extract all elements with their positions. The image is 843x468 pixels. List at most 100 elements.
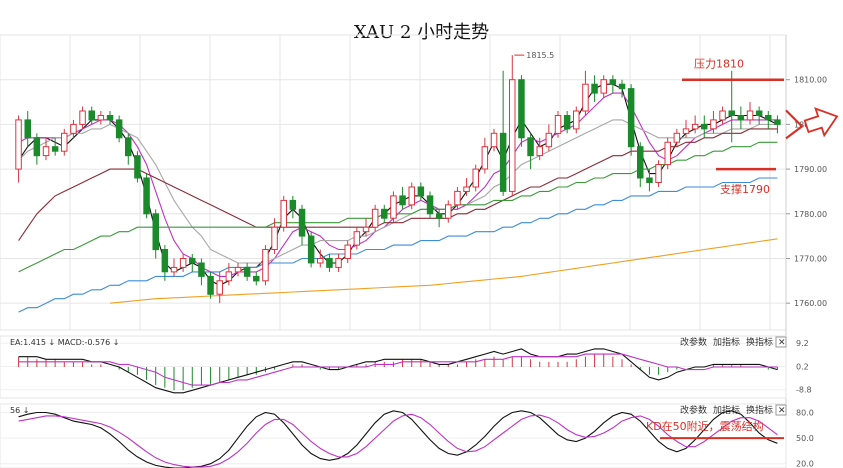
candle-body — [335, 258, 342, 268]
y-tick-label: 1790.00 — [794, 165, 827, 174]
kd-y-tick-label: 80.0 — [796, 409, 814, 418]
candle-body — [637, 146, 644, 179]
candle-body — [536, 146, 543, 157]
candle-body — [152, 213, 159, 251]
candle — [15, 115, 22, 183]
moving-average-line-2 — [18, 92, 778, 277]
support-label: 支撑1790 — [720, 182, 770, 196]
candle — [271, 218, 278, 255]
candle — [454, 186, 461, 210]
candle-body — [225, 271, 233, 282]
candle — [298, 204, 306, 246]
candle-body — [591, 83, 598, 94]
macd-close-icon[interactable]: ✕ — [778, 338, 786, 348]
candle — [545, 124, 553, 152]
chevron-right-icon — [785, 109, 804, 140]
candle — [381, 204, 388, 223]
candle — [234, 262, 242, 277]
candle — [33, 133, 41, 165]
moving-average-lines — [18, 83, 778, 313]
moving-average-line-6 — [18, 177, 778, 313]
candle — [353, 227, 361, 250]
candle — [664, 137, 671, 170]
kd-switch-indicator-button[interactable]: 换指标 — [746, 404, 773, 416]
candle-body — [527, 137, 534, 157]
candle — [189, 254, 196, 272]
kd-close-button[interactable] — [775, 404, 787, 416]
candle-body — [70, 123, 77, 134]
candle-body — [216, 280, 223, 295]
macd-add-indicator-button[interactable]: 加指标 — [713, 336, 740, 348]
candle-body — [262, 249, 269, 282]
candle-body — [143, 177, 150, 215]
candle — [627, 84, 635, 156]
kd-params-button[interactable]: 改参数 — [680, 404, 707, 416]
candle-body — [481, 146, 489, 170]
candle-body — [253, 275, 260, 282]
candle-body — [490, 132, 498, 148]
candle-body — [280, 199, 287, 228]
candle — [335, 254, 342, 272]
candle — [115, 115, 123, 143]
candle-body — [499, 132, 507, 192]
candle — [637, 142, 644, 187]
candle-body — [79, 110, 86, 125]
candle-body — [600, 79, 607, 94]
peak-price-label: 1815.5 — [526, 51, 554, 60]
candle — [326, 254, 333, 272]
candle-body — [691, 123, 699, 130]
candle — [42, 137, 50, 161]
kd-add-indicator-button[interactable]: 加指标 — [713, 404, 740, 416]
candle — [554, 110, 562, 138]
candle-body — [755, 110, 763, 116]
macd-y-tick-label: 9.2 — [796, 339, 809, 348]
candle — [390, 191, 397, 223]
candle — [737, 106, 745, 129]
macd-dif-line — [18, 348, 778, 394]
macd-close-button[interactable] — [775, 336, 787, 348]
candle-body — [682, 128, 690, 134]
candle — [207, 271, 214, 299]
macd-params-button[interactable]: 改参数 — [680, 336, 707, 348]
candle-body — [435, 213, 443, 219]
candle-body — [545, 132, 553, 148]
candle-body — [207, 275, 214, 295]
candle-body — [271, 226, 278, 250]
candle-body — [24, 119, 31, 139]
candle-body — [646, 177, 653, 183]
candlesticks — [15, 55, 781, 304]
candle — [24, 110, 31, 147]
macd-panel: 9.2 0.2 -8.8 EA:1.415 ↓ MACD:-0.576 ↓ 改参数 加指标… — [0, 335, 812, 399]
candle-body — [51, 146, 59, 152]
candle — [88, 106, 95, 125]
y-tick-label: 1760.00 — [794, 299, 827, 308]
candle — [755, 106, 763, 125]
kd-y-tick-label: 50.0 — [796, 434, 814, 443]
kd-y-tick-label: 20.0 — [796, 460, 814, 468]
candle-body — [426, 195, 434, 215]
candle — [600, 75, 607, 98]
candle-body — [33, 137, 41, 157]
candle-body — [737, 115, 745, 121]
candle-body — [362, 226, 370, 233]
candle — [399, 186, 406, 210]
candle-body — [298, 208, 306, 237]
candle-body — [42, 146, 50, 157]
candle — [481, 137, 489, 174]
candle — [125, 133, 132, 165]
candle-body — [627, 88, 635, 148]
candle — [710, 110, 717, 134]
candle — [253, 271, 260, 286]
direction-arrow-icon — [803, 107, 839, 138]
candle — [563, 110, 571, 134]
candle — [765, 110, 772, 129]
candle — [472, 164, 479, 192]
candle-body — [353, 231, 361, 246]
macd-switch-indicator-button[interactable]: 换指标 — [746, 336, 773, 348]
candle — [179, 254, 187, 272]
kd-close-icon[interactable]: ✕ — [778, 406, 786, 416]
candle — [582, 70, 589, 116]
candle-body — [161, 249, 169, 273]
candle — [344, 240, 351, 263]
